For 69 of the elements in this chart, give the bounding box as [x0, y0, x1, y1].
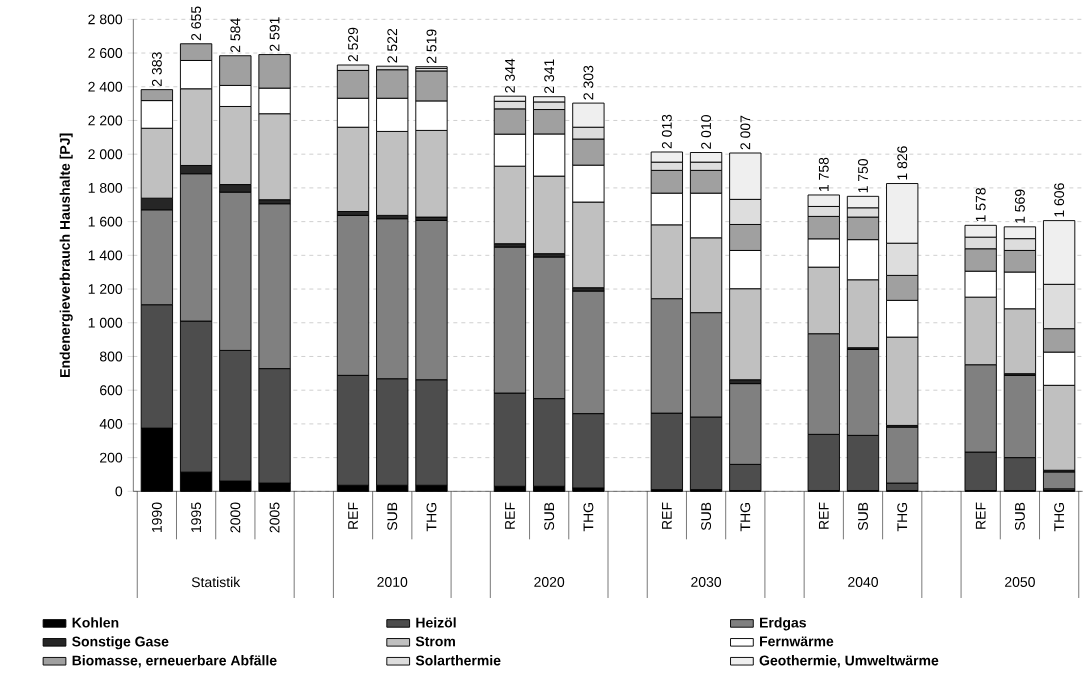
x-tick-label: SUB — [701, 502, 712, 531]
x-tick-label: REF — [975, 502, 986, 529]
total-label: 2 529 — [348, 27, 358, 62]
y-tick-label: 1 800 — [88, 182, 123, 193]
x-tick-label: THG — [1054, 503, 1065, 532]
x-tick-label: SUB — [1014, 502, 1025, 531]
legend-label: Biomasse, erneuerbare Abfälle — [72, 655, 277, 668]
total-label: 2 341 — [544, 59, 555, 94]
y-tick-label: 1 000 — [88, 317, 123, 328]
y-tick-label: 1 200 — [88, 284, 123, 295]
x-tick-label: 2000 — [230, 502, 241, 533]
text: 2020 — [534, 577, 565, 587]
y-tick-label: 200 — [100, 452, 123, 463]
y-tick-label: 2 800 — [88, 14, 123, 25]
total-label: 2 522 — [387, 28, 398, 63]
y-tick-label: 2 000 — [88, 149, 123, 160]
y-tick-label: 2 200 — [88, 115, 123, 126]
text: 2050 — [1005, 577, 1035, 587]
y-tick-label: 1 600 — [88, 216, 123, 227]
x-tick-label: SUB — [387, 502, 398, 531]
x-tick-label: 2005 — [269, 502, 280, 533]
text: 2010 — [377, 577, 408, 587]
legend-label: Heizöl — [416, 617, 456, 628]
legend-label: Strom — [415, 636, 455, 647]
legend-label: Erdgas — [760, 617, 806, 631]
x-tick-label: 1995 — [191, 502, 202, 533]
x-tick-label: SUB — [858, 502, 868, 531]
y-axis-title: Endenergieverbrauch Haushalte [PJ] — [59, 133, 73, 377]
x-tick-label: THG — [426, 503, 437, 532]
total-label: 2 591 — [269, 17, 280, 51]
total-label: 1 578 — [975, 187, 986, 222]
legend-label: Solarthermie — [415, 655, 501, 666]
total-label: 2 584 — [230, 18, 241, 53]
total-label: 2 007 — [740, 115, 751, 150]
text: 2030 — [691, 577, 722, 587]
x-tick-label: SUB — [544, 502, 555, 531]
total-label: 2 344 — [504, 58, 515, 93]
total-label: 1 606 — [1054, 183, 1065, 217]
y-tick-label: 400 — [99, 418, 123, 429]
total-label: 2 013 — [661, 114, 672, 149]
x-tick-label: THG — [897, 503, 908, 532]
y-tick-label: 800 — [99, 351, 123, 362]
y-tick-label: 2 400 — [88, 81, 123, 92]
legend-label: Geothermie, Umweltwärme — [759, 655, 939, 668]
total-label: 1 569 — [1014, 189, 1025, 223]
legend-label: Sonstige Gase — [72, 636, 169, 650]
y-tick-label: 0 — [115, 486, 123, 497]
x-tick-label: THG — [583, 503, 594, 532]
total-label: 2 655 — [191, 6, 202, 41]
x-tick-label: THG — [740, 503, 751, 532]
x-tick-label: REF — [348, 502, 358, 529]
legend-label: Fernwärme — [760, 636, 834, 647]
x-tick-label: REF — [505, 502, 515, 529]
total-label: 1 826 — [897, 146, 908, 180]
total-label: 1 750 — [858, 158, 868, 193]
total-label: 2 519 — [426, 29, 437, 64]
x-tick-label: 1990 — [151, 502, 162, 533]
x-tick-label: REF — [662, 502, 672, 529]
total-label: 2 303 — [583, 65, 594, 100]
y-tick-label: 600 — [100, 385, 123, 396]
legend-label: Kohlen — [72, 617, 119, 628]
total-label: 1 758 — [818, 157, 829, 191]
y-tick-label: 2 600 — [88, 48, 123, 59]
total-label: 2 010 — [701, 115, 712, 149]
text: 2040 — [848, 577, 879, 587]
y-tick-label: 1 400 — [88, 250, 123, 261]
text: Statistik — [191, 576, 241, 588]
x-tick-label: REF — [818, 502, 829, 529]
total-label: 2 383 — [151, 52, 162, 86]
